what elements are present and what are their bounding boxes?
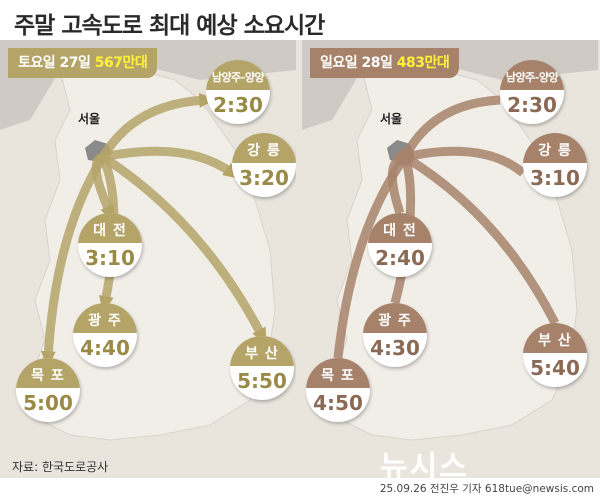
travel-time: 3:20	[239, 166, 289, 190]
travel-time: 3:10	[530, 166, 580, 190]
route-time-circle: 남양주-양양 2:30	[206, 60, 270, 124]
day-badge: 일요일 28일 483만대	[310, 48, 460, 78]
travel-time: 2:30	[507, 93, 557, 117]
travel-time: 2:40	[375, 246, 425, 270]
route-arrow	[100, 153, 266, 339]
route-arrow	[402, 153, 560, 326]
route-time-circle: 강 릉 3:20	[232, 133, 296, 197]
route-time-circle: 남양주-양양 2:30	[500, 60, 564, 124]
route-arrow	[102, 146, 235, 177]
arrow-head	[396, 151, 415, 167]
route-arrow	[333, 154, 409, 359]
day-label: 일요일 28일	[320, 55, 393, 71]
route-arrow	[99, 95, 207, 160]
traffic-volume: 483만대	[396, 55, 450, 71]
route-arrow	[400, 95, 501, 160]
travel-time: 5:50	[237, 369, 287, 393]
route-time-circle: 목 포 5:00	[16, 358, 80, 422]
travel-time: 5:40	[530, 356, 580, 380]
route-time-circle: 목 포 4:50	[306, 358, 370, 422]
route-time-circle: 부 산 5:40	[523, 323, 587, 387]
travel-time: 4:40	[80, 336, 130, 360]
route-arrow	[43, 154, 107, 359]
seoul-label: 서울	[78, 112, 101, 126]
travel-time: 4:30	[370, 336, 420, 360]
route-time-circle: 대 전 3:10	[78, 213, 142, 277]
day-badge: 토요일 27일 567만대	[8, 48, 158, 78]
traffic-volume: 567만대	[94, 55, 148, 71]
day-label: 토요일 27일	[18, 55, 91, 71]
travel-time: 2:30	[213, 93, 263, 117]
route-time-circle: 광 주 4:30	[363, 303, 427, 367]
travel-time: 4:50	[313, 391, 363, 415]
route-time-circle: 대 전 2:40	[368, 213, 432, 277]
travel-time: 5:00	[23, 391, 73, 415]
route-time-circle: 부 산 5:50	[230, 336, 294, 400]
route-time-circle: 강 릉 3:10	[523, 133, 587, 197]
newsis-logo: 뉴시스	[380, 450, 469, 485]
travel-time: 3:10	[85, 246, 135, 270]
credit-line: 25.09.26 전진우 기자 618tue@newsis.com	[379, 483, 594, 495]
source-note: 자료: 한국도로공사	[12, 460, 109, 474]
route-time-circle: 광 주 4:40	[73, 303, 137, 367]
page-title: 주말 고속도로 최대 예상 소요시간	[14, 13, 325, 39]
route-arrow	[404, 146, 526, 177]
seoul-label: 서울	[380, 112, 403, 126]
